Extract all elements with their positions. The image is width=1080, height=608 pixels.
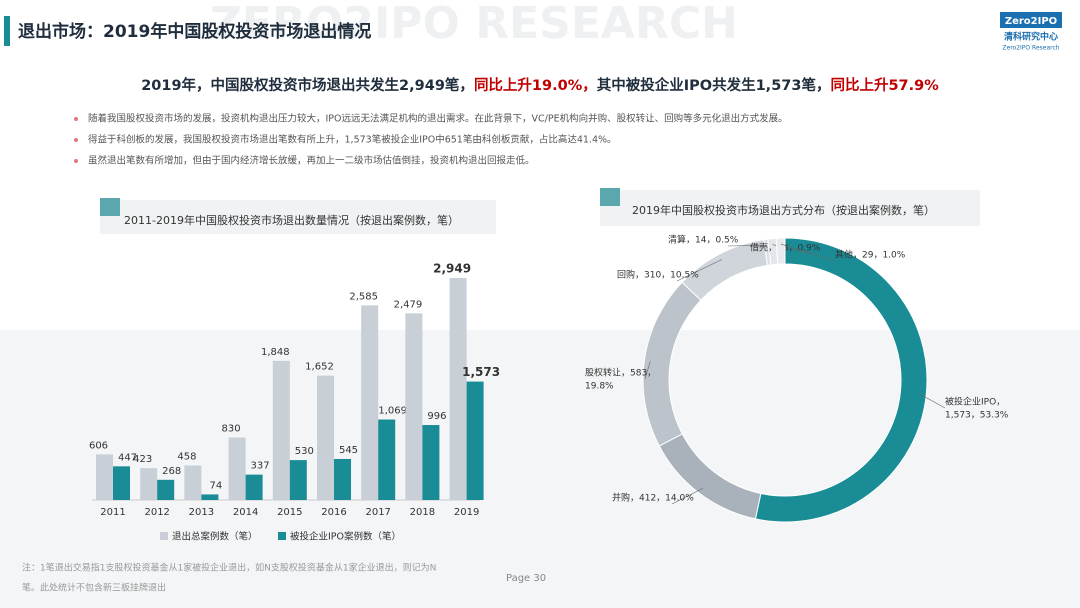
donut-label: 并购，412，14.0% xyxy=(612,492,694,504)
data-label: 1,573 xyxy=(462,365,500,379)
leader-line xyxy=(780,243,836,262)
x-tick-label: 2017 xyxy=(365,507,390,518)
x-tick-label: 2018 xyxy=(410,507,435,518)
note: 注：1笔退出交易指1支股权投资基金从1家被投企业退出，如N支股权投资基金从1家企… xyxy=(22,562,436,574)
donut-label: 1,573，53.3% xyxy=(945,411,1009,421)
bar xyxy=(228,437,246,500)
watermark: ZERO2IPO RESEARCH xyxy=(210,0,738,49)
donut-title: 2019年中国股权投资市场退出方式分布（按退出案例数，笔） xyxy=(632,203,935,217)
bar xyxy=(201,494,219,500)
bullet-dot xyxy=(74,138,78,142)
headline-part: 其中被投企业IPO共发生1,573笔， xyxy=(597,76,831,94)
leader-line xyxy=(727,244,767,247)
bar-title-box xyxy=(100,200,496,234)
bar xyxy=(334,458,351,500)
donut-label: 19.8% xyxy=(585,382,614,392)
donut-label: 回购，310，10.5% xyxy=(617,269,699,281)
headline-part: 同比上升57.9% xyxy=(830,76,939,94)
legend-label: 被投企业IPO案例数（笔） xyxy=(290,531,401,543)
logo: Zero2IPO xyxy=(1005,16,1057,27)
leader-line xyxy=(644,361,651,380)
data-label: 2,585 xyxy=(349,291,378,302)
bar-title: 2011-2019年中国股权投资市场退出数量情况（按退出案例数，笔） xyxy=(124,213,459,227)
bar xyxy=(449,278,467,500)
x-tick-label: 2019 xyxy=(454,507,479,518)
bar xyxy=(272,360,290,500)
x-tick-label: 2013 xyxy=(189,507,214,518)
bar xyxy=(157,479,175,500)
data-label: 606 xyxy=(89,440,108,451)
header-accent xyxy=(4,16,10,46)
bar xyxy=(361,305,379,500)
data-label: 1,848 xyxy=(261,347,290,358)
donut-title-box xyxy=(600,190,980,226)
data-label: 545 xyxy=(339,445,358,456)
donut-segment xyxy=(775,237,786,265)
data-label: 423 xyxy=(133,454,152,465)
bar xyxy=(422,425,440,500)
leader-line xyxy=(676,259,723,282)
legend-swatch xyxy=(278,532,286,540)
bar xyxy=(405,313,423,500)
bar-title-square xyxy=(100,198,120,216)
data-label: 447 xyxy=(118,452,137,463)
x-tick-label: 2012 xyxy=(144,507,169,518)
page-number: Page 30 xyxy=(506,573,546,584)
bar xyxy=(317,375,334,500)
donut-label: 股权转让，583， xyxy=(585,367,656,379)
bar xyxy=(113,466,130,500)
leader-line xyxy=(920,393,946,409)
data-label: 996 xyxy=(427,411,446,422)
bullet-dot xyxy=(74,117,78,121)
donut-label: 其他，29，1.0% xyxy=(835,249,906,261)
bar xyxy=(140,468,158,500)
data-label: 1,069 xyxy=(378,406,407,417)
donut-title-square xyxy=(600,188,620,206)
headline-part: 同比上升19.0%， xyxy=(474,76,597,94)
data-label: 458 xyxy=(177,452,196,463)
bullet-dot xyxy=(74,159,78,163)
legend-label: 退出总案例数（笔） xyxy=(172,531,258,543)
leader-line xyxy=(671,488,703,505)
x-tick-label: 2015 xyxy=(277,507,302,518)
data-label: 830 xyxy=(222,424,241,435)
data-label: 268 xyxy=(162,466,181,477)
note: 笔。此处统计不包含新三板挂牌退出 xyxy=(22,582,166,594)
legend-swatch xyxy=(160,532,168,540)
header-title: 退出市场：2019年中国股权投资市场退出情况 xyxy=(18,21,371,42)
logo-cn: 清科研究中心 xyxy=(1004,31,1058,43)
bar xyxy=(245,474,263,500)
bullet-text: 得益于科创板的发展，我国股权投资市场退出笔数有所上升，1,573笔被投企业IPO… xyxy=(88,134,617,146)
data-label: 74 xyxy=(210,480,223,491)
data-label: 2,949 xyxy=(433,262,471,276)
logo-box xyxy=(1000,12,1062,28)
donut-label: 被投企业IPO， xyxy=(945,396,1005,408)
donut-label: 清算，14，0.5% xyxy=(668,234,739,246)
x-tick-label: 2016 xyxy=(321,507,346,518)
headline: 2019年，中国股权投资市场退出共发生2,949笔，同比上升19.0%，其中被投… xyxy=(141,76,939,94)
bar xyxy=(289,460,307,500)
bullet-text: 虽然退出笔数有所增加，但由于国内经济增长放缓，再加上一二级市场估值倒挂，投资机构… xyxy=(88,155,535,167)
bullet-text: 随着我国股权投资市场的发展，投资机构退出压力较大，IPO远远无法满足机构的退出需… xyxy=(88,113,788,125)
bar xyxy=(378,419,396,500)
x-tick-label: 2014 xyxy=(233,507,258,518)
lower-background xyxy=(0,330,1080,608)
bar xyxy=(184,465,202,500)
x-tick-label: 2011 xyxy=(100,507,125,518)
logo-en: Zero2IPO Research xyxy=(1002,45,1059,52)
data-label: 2,479 xyxy=(394,299,423,310)
bar xyxy=(96,454,113,500)
data-label: 1,652 xyxy=(305,362,334,373)
bar xyxy=(466,381,484,500)
data-label: 337 xyxy=(251,461,270,472)
data-label: 530 xyxy=(295,446,314,457)
headline-part: 2019年，中国股权投资市场退出共发生2,949笔， xyxy=(141,76,474,94)
